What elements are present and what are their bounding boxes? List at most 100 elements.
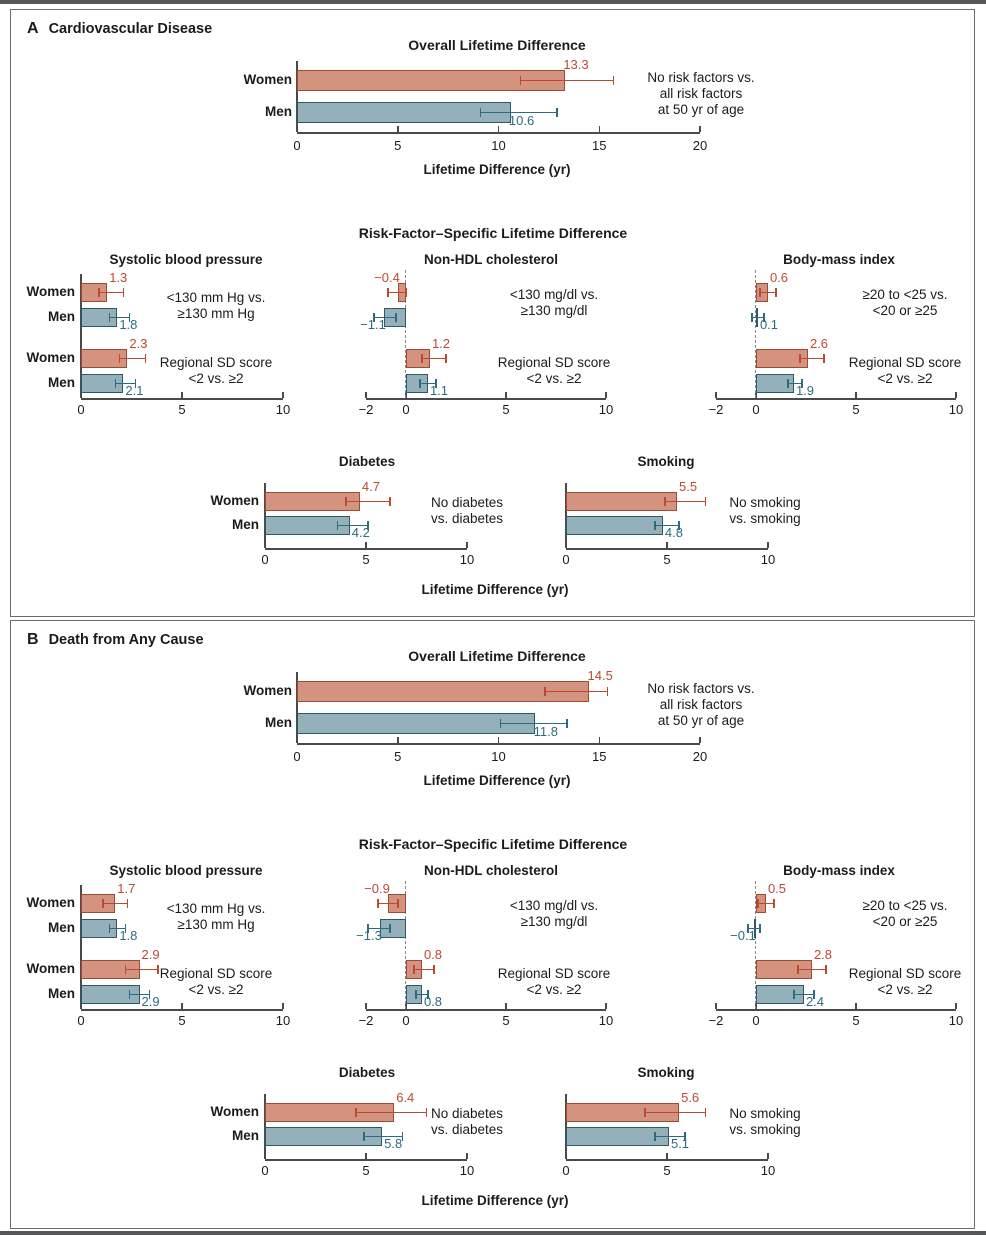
x-axis (716, 1009, 956, 1011)
error-bar-cap (108, 924, 111, 933)
error-bar-cap (367, 924, 369, 933)
x-axis-tick (497, 126, 500, 132)
error-bar-cap (654, 521, 656, 530)
chart-title: Non-HDL cholesterol (423, 863, 558, 878)
x-axis-tick-label: 0 (752, 1013, 760, 1028)
value-label: 2.8 (813, 947, 833, 962)
group-annotation: <130 mm Hg vs. ≥130 mm Hg (166, 901, 266, 932)
x-axis-tick-label: 0 (402, 1013, 410, 1028)
value-label: 1.9 (795, 383, 815, 398)
x-axis-tick (855, 1003, 857, 1009)
y-axis (565, 483, 567, 548)
x-axis-tick (181, 1003, 183, 1009)
x-axis-tick (365, 1003, 367, 1009)
x-axis (366, 1009, 606, 1011)
x-axis-tick-label: 20 (692, 138, 708, 153)
value-label: 10.6 (508, 113, 535, 128)
error-bar (388, 291, 406, 294)
x-axis (566, 1159, 768, 1161)
error-bar-cap (799, 354, 801, 363)
group-annotation: Regional SD score <2 vs. ≥2 (848, 355, 962, 386)
x-axis-tick (282, 1003, 284, 1009)
value-label: 0.8 (423, 947, 443, 962)
risk-factor-section-title: Risk-Factor–Specific Lifetime Difference (358, 836, 628, 852)
error-bar-cap (144, 354, 147, 363)
error-bar (760, 291, 776, 294)
x-axis-tick (505, 1003, 507, 1009)
x-axis-tick (598, 737, 600, 743)
zero-dashed-line (405, 270, 407, 398)
bar-men (297, 102, 511, 123)
x-axis (297, 743, 700, 745)
x-axis-tick (666, 542, 668, 548)
x-axis-tick (767, 1153, 769, 1159)
row-label-men: Men (265, 104, 292, 119)
error-bar-cap (763, 313, 765, 322)
x-axis-tick-label: 10 (459, 552, 475, 567)
value-label: 1.8 (119, 928, 138, 943)
value-label: 0.6 (769, 270, 789, 285)
error-bar (115, 382, 136, 385)
group-annotation: Regional SD score <2 vs. ≥2 (848, 966, 962, 997)
error-bar-cap (134, 379, 137, 388)
value-label: 1.7 (117, 881, 136, 896)
chart-title: Diabetes (338, 1065, 396, 1080)
row-label-women: Women (26, 350, 75, 365)
x-axis-label-bottom: Lifetime Difference (yr) (421, 1193, 569, 1208)
y-axis (264, 483, 266, 548)
x-axis-tick (505, 392, 507, 398)
x-axis (366, 398, 606, 400)
x-axis-tick-label: 0 (293, 138, 301, 153)
error-bar (99, 291, 124, 294)
panel-a-letter: A (27, 20, 39, 37)
row-label-women: Women (26, 961, 75, 976)
error-bar-cap (544, 687, 546, 696)
error-bar (109, 316, 130, 319)
group-annotation: Regional SD score <2 vs. ≥2 (497, 355, 611, 386)
error-bar-cap (704, 1108, 707, 1117)
x-axis-tick (855, 392, 857, 398)
error-bar-cap (797, 965, 799, 974)
panel-b-header: B Death from Any Cause (27, 631, 204, 649)
x-axis-tick (605, 1003, 607, 1009)
x-axis-label-bottom: Lifetime Difference (yr) (421, 582, 569, 597)
chart-title: Body-mass index (783, 252, 895, 267)
x-axis-tick (699, 126, 701, 132)
value-label: −1.1 (360, 317, 386, 332)
panel-a-header: A Cardiovascular Disease (27, 20, 212, 38)
chart-title: Body-mass index (783, 863, 895, 878)
row-label-men: Men (232, 1128, 259, 1143)
error-bar-cap (775, 288, 777, 297)
x-axis-tick-label: 5 (663, 1163, 671, 1178)
row-label-men: Men (48, 920, 75, 935)
group-annotation: Regional SD score <2 vs. ≥2 (497, 966, 611, 997)
error-bar (109, 927, 126, 930)
x-axis-tick (466, 1153, 468, 1159)
error-bar-cap (367, 521, 369, 530)
error-bar-cap (363, 1132, 365, 1141)
x-axis-tick-label: 0 (77, 402, 85, 417)
error-bar-cap (823, 354, 825, 363)
error-bar (644, 1111, 706, 1114)
x-axis-tick (666, 1153, 668, 1159)
top-rule (0, 0, 986, 4)
value-label: 6.4 (396, 1090, 415, 1105)
error-bar-cap (413, 965, 415, 974)
error-bar (752, 316, 764, 319)
x-axis-tick (365, 1153, 367, 1159)
panel-a-title: Cardiovascular Disease (48, 21, 213, 37)
error-bar-cap (397, 899, 399, 908)
error-bar-cap (773, 899, 775, 908)
error-bar-cap (612, 76, 615, 85)
x-axis-tick-label: 10 (459, 1163, 475, 1178)
y-axis (264, 1094, 266, 1159)
chart-title: Non-HDL cholesterol (423, 252, 558, 267)
value-label: 14.5 (587, 668, 613, 683)
error-bar (345, 500, 391, 503)
error-bar-cap (479, 108, 482, 117)
x-axis-tick-label: 10 (491, 749, 506, 764)
error-bar-cap (102, 899, 104, 908)
x-axis-tick-label: −2 (358, 1013, 374, 1028)
overall-chart-title: Overall Lifetime Difference (408, 648, 586, 664)
x-axis-tick-label: 10 (598, 402, 614, 417)
